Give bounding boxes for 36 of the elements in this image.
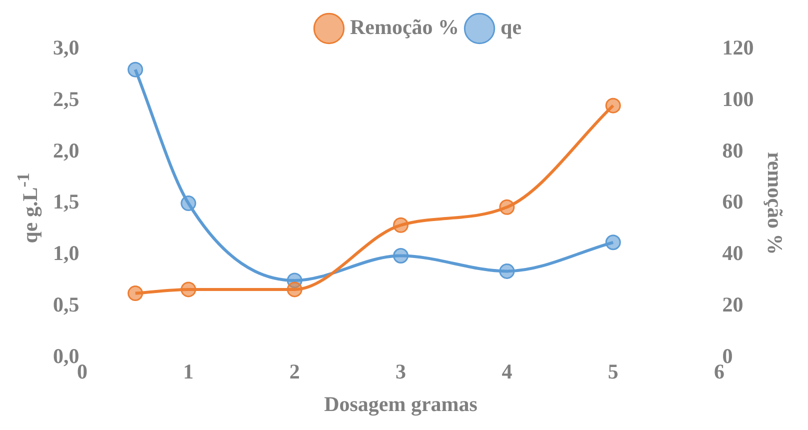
y2-tick-label: 0 <box>722 344 733 368</box>
point <box>499 263 515 279</box>
x-axis-title: Dosagem gramas <box>324 392 478 416</box>
y2-tick-label: 100 <box>722 86 754 111</box>
point <box>180 282 196 298</box>
point <box>180 196 196 212</box>
point <box>128 62 144 78</box>
y-tick-label: 1,5 <box>53 190 80 214</box>
point <box>499 199 515 215</box>
x-tick-label: 5 <box>608 360 618 384</box>
y2-axis-title: remoção % <box>762 152 787 255</box>
legend-label: Remoção % <box>350 14 460 39</box>
y2-tick-label: 20 <box>722 292 744 317</box>
y-tick-label: 0,0 <box>53 344 80 368</box>
y2-tick-label: 120 <box>722 35 754 60</box>
y-tick-label: 0,5 <box>53 292 80 317</box>
point <box>286 282 302 298</box>
point <box>128 286 144 302</box>
y2-tick-label: 40 <box>722 241 744 266</box>
y-tick-label: 2,5 <box>53 86 80 111</box>
x-tick-label: 4 <box>502 360 513 384</box>
y-tick-label: 1,0 <box>53 241 80 266</box>
x-tick-label: 6 <box>714 360 725 384</box>
y2-tick-label: 80 <box>722 138 744 162</box>
y2-tick-label: 60 <box>722 190 744 214</box>
point <box>605 234 621 250</box>
x-tick-label: 2 <box>289 360 300 384</box>
point <box>393 248 409 264</box>
legend-label: qe <box>500 14 522 39</box>
x-tick-label: 0 <box>77 360 88 384</box>
y-tick-label: 2,0 <box>53 138 80 162</box>
x-tick-label: 1 <box>183 360 194 384</box>
x-tick-label: 3 <box>396 360 406 384</box>
point <box>605 98 621 114</box>
point <box>393 217 409 233</box>
y-tick-label: 3,0 <box>53 35 80 60</box>
